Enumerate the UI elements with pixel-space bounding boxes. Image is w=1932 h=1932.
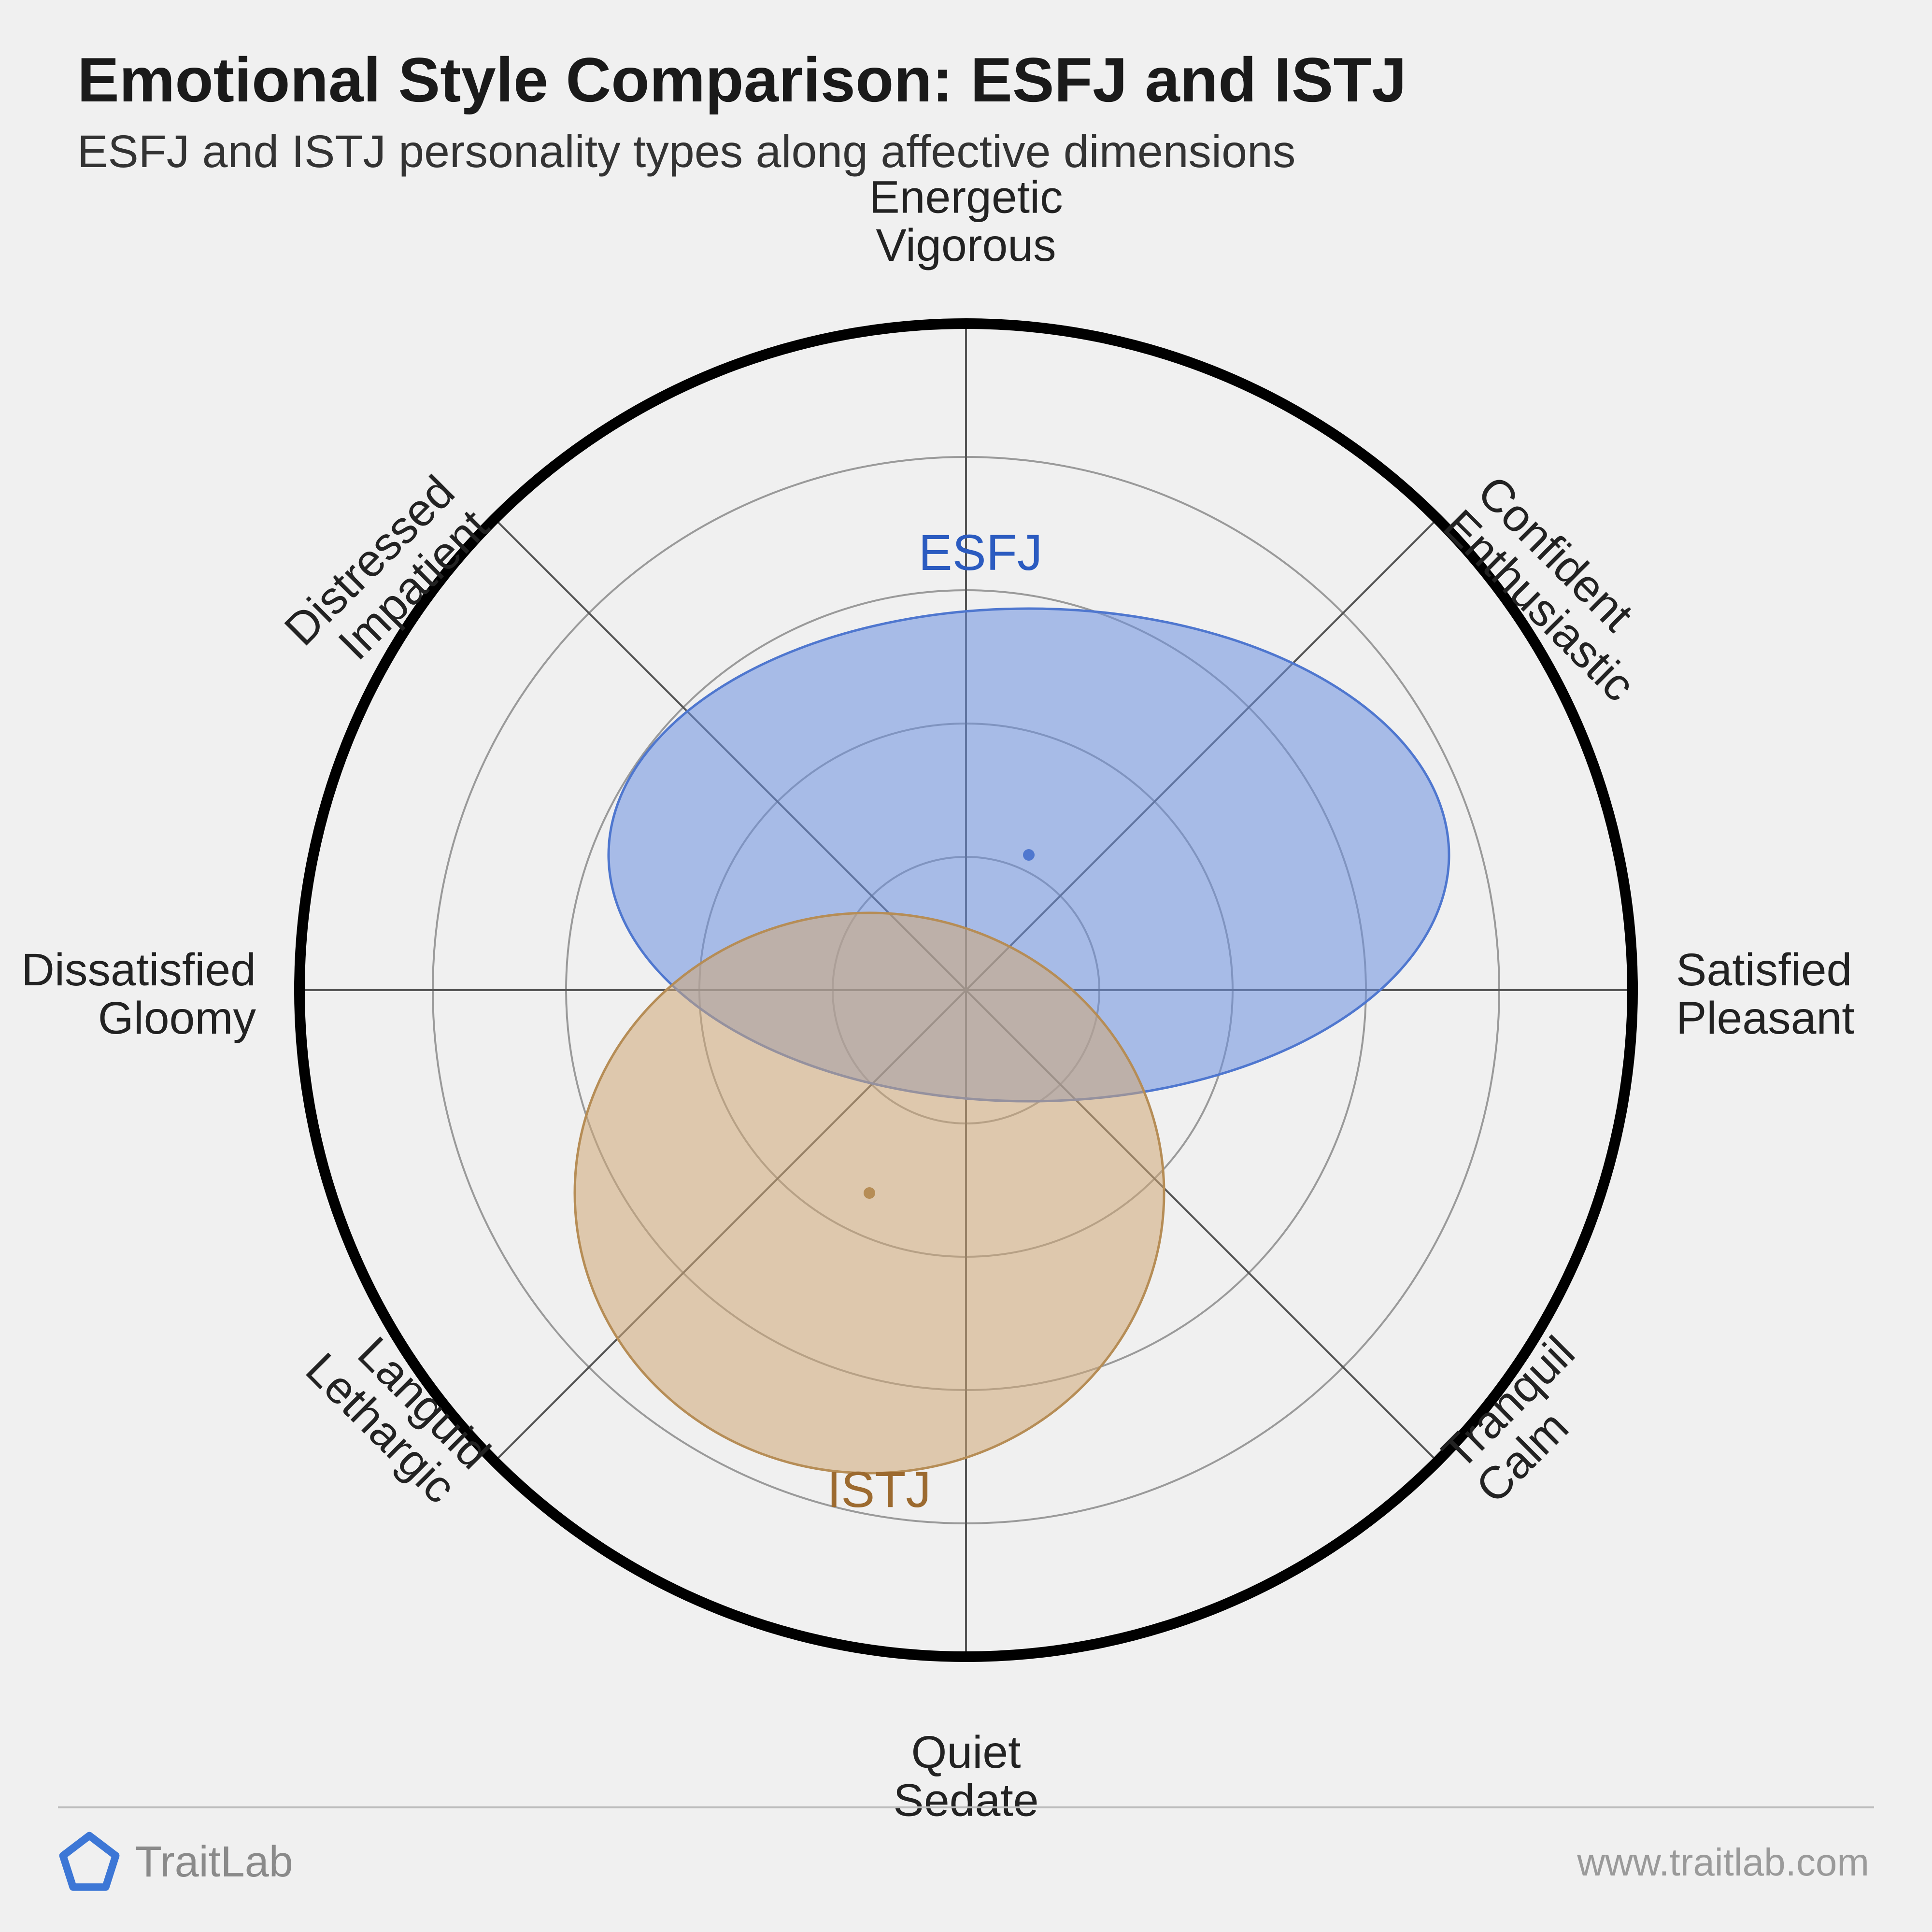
axis-label-group: EnergeticVigorous bbox=[869, 171, 1063, 271]
series-center-esfj bbox=[1023, 849, 1035, 861]
axis-label-group: SatisfiedPleasant bbox=[1676, 944, 1855, 1044]
series-label-istj: ISTJ bbox=[827, 1462, 931, 1518]
axis-label: Pleasant bbox=[1676, 993, 1855, 1044]
series-label-esfj: ESFJ bbox=[919, 525, 1043, 581]
axis-label: Dissatisfied bbox=[21, 944, 256, 995]
circumplex-chart: ESFJISTJEnergeticVigorousConfidentEnthus… bbox=[0, 0, 1932, 1932]
brand-logo-shape bbox=[63, 1835, 115, 1887]
footer-divider bbox=[58, 1806, 1874, 1808]
axis-label: Energetic bbox=[869, 171, 1063, 223]
axis-label-group: TranquilCalm bbox=[1432, 1327, 1619, 1513]
axis-label: Quiet bbox=[911, 1727, 1021, 1778]
chart-panel: Emotional Style Comparison: ESFJ and IST… bbox=[0, 0, 1932, 1932]
axis-label: Gloomy bbox=[98, 993, 256, 1044]
brand-name: TraitLab bbox=[135, 1837, 293, 1887]
series-center-istj bbox=[864, 1187, 875, 1199]
brand-url: www.traitlab.com bbox=[1577, 1840, 1869, 1885]
axis-label: Vigorous bbox=[876, 220, 1056, 271]
axis-label: Sedate bbox=[893, 1775, 1038, 1826]
brand-block: TraitLab bbox=[58, 1831, 293, 1893]
axis-label-group: QuietSedate bbox=[893, 1727, 1038, 1826]
axis-label-group: DissatisfiedGloomy bbox=[21, 944, 256, 1044]
brand-logo-icon bbox=[58, 1831, 121, 1893]
axis-label: Satisfied bbox=[1676, 944, 1852, 995]
